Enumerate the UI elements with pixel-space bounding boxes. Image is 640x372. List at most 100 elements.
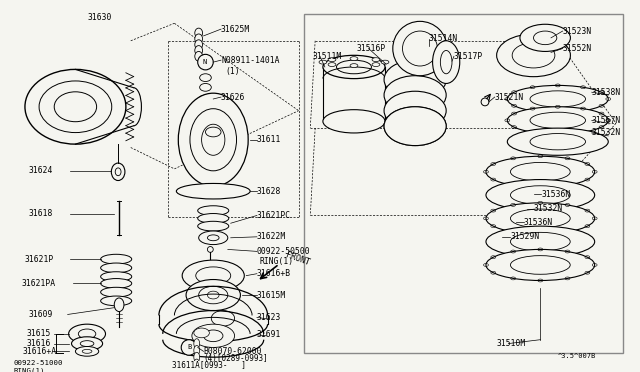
Ellipse shape: [100, 279, 132, 288]
Ellipse shape: [328, 58, 336, 62]
Text: 31536N: 31536N: [541, 190, 570, 199]
Ellipse shape: [384, 107, 446, 145]
Ellipse shape: [486, 203, 595, 234]
Ellipse shape: [100, 254, 132, 264]
Ellipse shape: [68, 324, 106, 344]
Text: N: N: [203, 59, 207, 65]
Ellipse shape: [194, 328, 209, 338]
Text: 31618: 31618: [29, 209, 53, 218]
Ellipse shape: [100, 296, 132, 306]
Ellipse shape: [194, 352, 200, 362]
Text: 31514N: 31514N: [429, 34, 458, 43]
Text: 31616+A: 31616+A: [23, 347, 57, 356]
Ellipse shape: [384, 60, 446, 99]
Ellipse shape: [72, 337, 102, 350]
Ellipse shape: [328, 62, 336, 67]
Text: 31621PA: 31621PA: [21, 279, 55, 288]
Ellipse shape: [200, 74, 211, 81]
Ellipse shape: [198, 214, 228, 223]
Text: (1): (1): [225, 67, 239, 76]
Ellipse shape: [182, 260, 244, 291]
Ellipse shape: [198, 54, 213, 70]
Ellipse shape: [508, 128, 608, 155]
Ellipse shape: [198, 231, 228, 244]
Text: 31616+B: 31616+B: [257, 269, 291, 278]
Ellipse shape: [384, 76, 446, 115]
Text: 31622M: 31622M: [257, 232, 286, 241]
Text: B: B: [187, 344, 191, 350]
Text: 31628: 31628: [257, 187, 282, 196]
Ellipse shape: [111, 163, 125, 180]
Ellipse shape: [372, 58, 380, 62]
Ellipse shape: [350, 57, 358, 61]
Ellipse shape: [200, 83, 211, 91]
Ellipse shape: [508, 86, 608, 113]
Text: FRONT: FRONT: [284, 251, 310, 267]
Text: 31532N: 31532N: [534, 204, 563, 213]
Ellipse shape: [350, 64, 358, 68]
Text: ^3.5^007B: ^3.5^007B: [558, 353, 596, 359]
Ellipse shape: [195, 40, 203, 49]
Text: 31626: 31626: [221, 93, 245, 102]
Text: RING(1): RING(1): [260, 257, 294, 266]
Text: 31516P: 31516P: [357, 44, 386, 53]
Ellipse shape: [196, 267, 230, 284]
Ellipse shape: [194, 339, 200, 349]
Ellipse shape: [194, 359, 200, 369]
Ellipse shape: [486, 180, 595, 211]
Ellipse shape: [433, 41, 460, 83]
Text: 31630: 31630: [87, 13, 111, 22]
Ellipse shape: [177, 183, 250, 199]
Text: 31625M: 31625M: [221, 25, 250, 33]
Ellipse shape: [393, 21, 447, 76]
Ellipse shape: [198, 286, 228, 304]
Text: 31521N: 31521N: [495, 93, 524, 102]
Text: 31517P: 31517P: [454, 52, 483, 61]
Text: 31621PC: 31621PC: [257, 211, 291, 220]
Ellipse shape: [179, 93, 248, 186]
Ellipse shape: [195, 28, 203, 38]
Ellipse shape: [337, 60, 371, 74]
Ellipse shape: [198, 95, 212, 103]
Ellipse shape: [192, 324, 235, 347]
Bar: [303, 14, 623, 353]
Text: 31609: 31609: [29, 310, 53, 319]
Ellipse shape: [100, 272, 132, 282]
Text: N08911-1401A: N08911-1401A: [221, 56, 280, 65]
Ellipse shape: [205, 127, 221, 137]
Text: 31532N: 31532N: [592, 128, 621, 138]
Ellipse shape: [54, 92, 97, 122]
Ellipse shape: [198, 221, 228, 231]
Text: B08070-62000: B08070-62000: [204, 347, 262, 356]
Ellipse shape: [190, 109, 237, 171]
Ellipse shape: [520, 24, 570, 51]
Text: 31624: 31624: [29, 166, 53, 175]
Ellipse shape: [115, 298, 124, 312]
Text: 31615: 31615: [27, 329, 51, 339]
Ellipse shape: [202, 124, 225, 155]
Text: 31611: 31611: [257, 135, 282, 144]
Ellipse shape: [384, 91, 446, 130]
Text: 31567N: 31567N: [592, 116, 621, 125]
Ellipse shape: [372, 62, 380, 67]
Ellipse shape: [204, 330, 223, 341]
Text: 31615M: 31615M: [257, 291, 286, 299]
Text: 00922-50500: 00922-50500: [257, 247, 310, 256]
Text: 31523N: 31523N: [563, 26, 592, 36]
Ellipse shape: [323, 55, 385, 78]
Text: 31511M: 31511M: [312, 52, 342, 61]
Ellipse shape: [207, 247, 213, 252]
Text: 31611A[0993-   ]: 31611A[0993- ]: [172, 360, 246, 369]
Ellipse shape: [323, 110, 385, 133]
Text: 31691: 31691: [257, 330, 282, 339]
Ellipse shape: [25, 70, 126, 144]
Ellipse shape: [486, 156, 595, 187]
Ellipse shape: [39, 81, 112, 132]
Text: 31536N: 31536N: [524, 218, 553, 227]
Ellipse shape: [486, 250, 595, 280]
Ellipse shape: [497, 34, 570, 77]
Text: 31623: 31623: [257, 313, 282, 322]
Text: 31616: 31616: [27, 339, 51, 348]
Ellipse shape: [195, 46, 203, 55]
Text: RING(1): RING(1): [13, 368, 45, 372]
